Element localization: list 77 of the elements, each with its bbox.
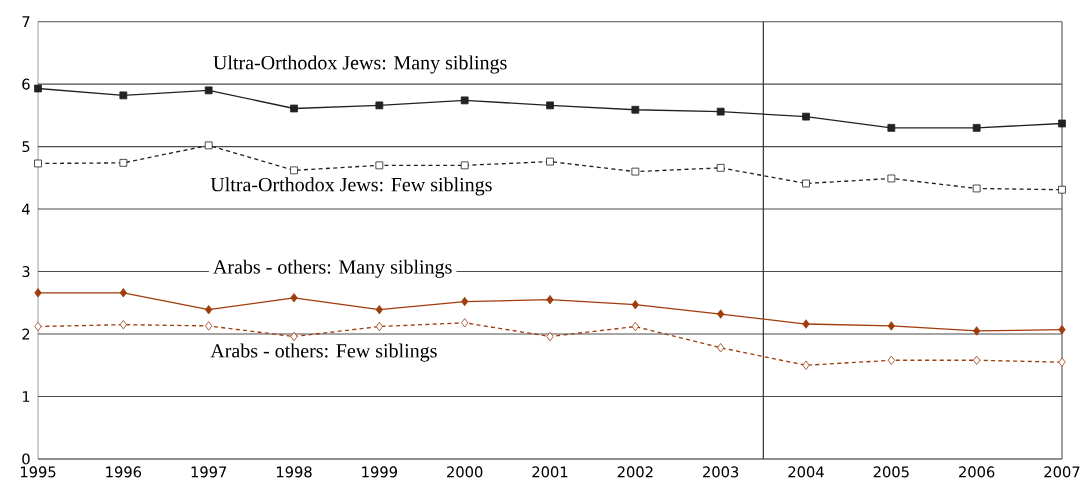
- point: [205, 321, 213, 331]
- point: [716, 163, 725, 172]
- point: [375, 101, 384, 110]
- point: [631, 167, 640, 176]
- point: [119, 158, 128, 167]
- point: [887, 321, 895, 331]
- point: [290, 166, 298, 175]
- series-label: Arabs - others: Few siblings: [210, 343, 437, 362]
- y-tick-label: 6: [22, 78, 30, 90]
- x-tick-label: 1995: [20, 466, 56, 478]
- point: [972, 184, 981, 193]
- point: [546, 295, 554, 305]
- x-tick-label: 2006: [959, 466, 995, 478]
- point: [802, 112, 810, 121]
- point: [1058, 119, 1066, 128]
- point: [972, 124, 981, 132]
- point: [119, 320, 127, 330]
- point: [460, 96, 469, 105]
- point: [973, 326, 981, 336]
- point: [546, 331, 554, 342]
- x-tick-label: 2003: [703, 466, 739, 478]
- point: [205, 305, 213, 315]
- y-tick-label: 0: [22, 453, 30, 465]
- point: [119, 288, 127, 298]
- point: [119, 91, 128, 100]
- y-tick-label: 1: [22, 391, 30, 402]
- x-tick-label: 1996: [106, 466, 142, 478]
- x-tick-label: 2000: [447, 466, 483, 478]
- point: [887, 124, 896, 132]
- series-label: Ultra-Orthodox Jews: Many siblings: [213, 55, 507, 74]
- point: [802, 179, 810, 188]
- y-tick-label: 2: [22, 328, 30, 340]
- point: [461, 318, 469, 328]
- series-label: Ultra-Orthodox Jews: Few siblings: [210, 177, 492, 196]
- x-tick-label: 1999: [362, 466, 397, 478]
- point: [546, 157, 554, 166]
- point: [631, 300, 639, 310]
- point: [461, 296, 469, 307]
- point: [460, 161, 469, 170]
- point: [973, 355, 981, 365]
- point: [34, 159, 42, 168]
- point: [887, 174, 896, 183]
- point: [631, 105, 640, 114]
- point: [290, 104, 298, 113]
- point: [34, 288, 42, 298]
- x-tick-label: 2001: [532, 466, 568, 478]
- x-tick-label: 1998: [276, 466, 312, 478]
- point: [375, 161, 384, 170]
- point: [34, 84, 42, 93]
- point: [717, 309, 725, 319]
- point: [1058, 325, 1066, 335]
- point: [716, 107, 725, 116]
- x-tick-label: 1997: [191, 466, 227, 478]
- point: [631, 321, 639, 332]
- y-tick-label: 4: [22, 203, 30, 215]
- point: [204, 86, 213, 95]
- point: [546, 101, 554, 110]
- point: [717, 343, 725, 353]
- y-tick-label: 3: [22, 266, 30, 278]
- point: [887, 355, 895, 365]
- point: [290, 293, 298, 303]
- point: [34, 321, 42, 332]
- point: [1058, 185, 1066, 194]
- x-tick-label: 2004: [788, 466, 824, 478]
- point: [802, 319, 810, 329]
- y-tick-label: 5: [22, 141, 30, 153]
- series-label: Arabs - others: Many siblings: [213, 259, 452, 278]
- x-tick-label: 2007: [1044, 466, 1080, 478]
- point: [290, 331, 298, 342]
- point: [204, 141, 213, 150]
- point: [375, 305, 383, 315]
- point: [802, 360, 810, 370]
- x-tick-label: 2005: [873, 466, 909, 478]
- x-tick-label: 2002: [617, 466, 653, 478]
- point: [375, 321, 383, 332]
- point: [1058, 357, 1066, 367]
- y-tick-label: 7: [22, 16, 30, 28]
